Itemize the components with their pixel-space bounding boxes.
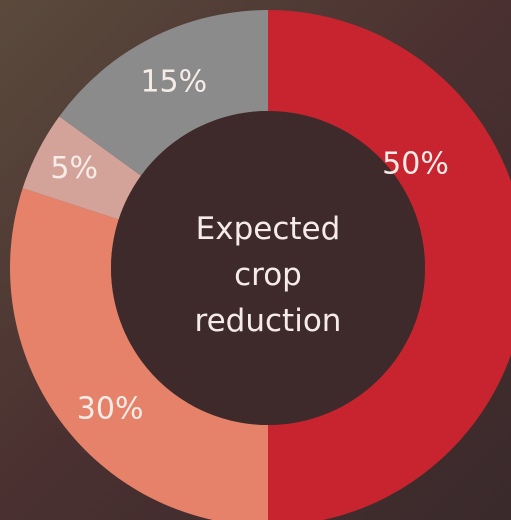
chart: Expectedcropreduction 50%30%5%15%: [0, 0, 511, 520]
value-label: 15%: [140, 65, 207, 100]
value-label: 50%: [382, 147, 449, 182]
page: {"chart_data": {"type": "donut", "center…: [0, 0, 511, 520]
value-label: 30%: [77, 391, 144, 426]
value-label: 5%: [50, 151, 98, 186]
